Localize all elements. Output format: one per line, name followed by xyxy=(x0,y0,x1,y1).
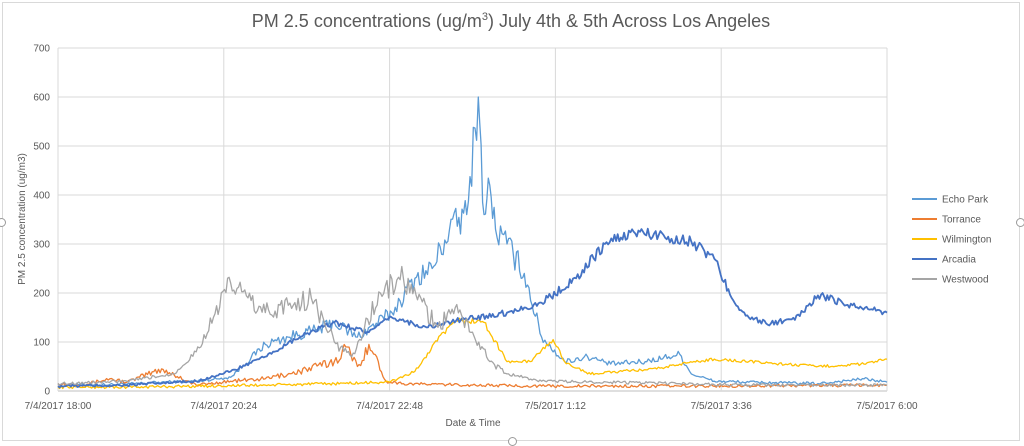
legend-label: Westwood xyxy=(942,275,989,286)
resize-handle-left[interactable] xyxy=(0,218,6,227)
legend-label: Torrance xyxy=(942,215,981,226)
resize-handle-right[interactable] xyxy=(1016,218,1024,227)
y-tick-label: 700 xyxy=(33,44,50,55)
y-tick-label: 300 xyxy=(33,240,50,251)
x-tick-label: 7/4/2017 20:24 xyxy=(190,401,257,412)
legend-label: Wilmington xyxy=(942,235,991,246)
x-tick-label: 7/4/2017 18:00 xyxy=(25,401,92,412)
x-tick-label: 7/5/2017 6:00 xyxy=(856,401,918,412)
y-axis-ticks: 0 100 200 300 400 500 600 700 xyxy=(33,44,50,398)
y-tick-label: 0 xyxy=(44,387,50,398)
legend-label: Echo Park xyxy=(942,195,989,206)
y-tick-label: 200 xyxy=(33,289,50,300)
x-axis-ticks: 7/4/2017 18:00 7/4/2017 20:24 7/4/2017 22:… xyxy=(25,401,918,412)
series-lines xyxy=(57,96,888,390)
series-line-torrance xyxy=(57,343,888,389)
y-tick-label: 600 xyxy=(33,93,50,104)
chart-title: PM 2.5 concentrations (ug/m3) July 4th &… xyxy=(252,11,770,31)
x-tick-label: 7/4/2017 22:48 xyxy=(356,401,423,412)
series-line-arcadia xyxy=(57,227,888,389)
legend: Echo Park Torrance Wilmington Arcadia Westwo… xyxy=(912,195,991,286)
gridlines xyxy=(57,47,888,392)
y-tick-label: 500 xyxy=(33,142,50,153)
x-tick-label: 7/5/2017 3:36 xyxy=(691,401,753,412)
series-line-westwood xyxy=(57,265,888,388)
y-tick-label: 100 xyxy=(33,338,50,349)
y-axis-title: PM 2.5 concentration (ug/m3) xyxy=(17,153,28,285)
y-tick-label: 400 xyxy=(33,191,50,202)
x-axis-title: Date & Time xyxy=(445,418,500,429)
series-line-wilmington xyxy=(57,317,888,390)
chart-frame[interactable] xyxy=(2,2,1020,441)
legend-label: Arcadia xyxy=(942,255,976,266)
x-tick-label: 7/5/2017 1:12 xyxy=(525,401,587,412)
series-line-echo-park xyxy=(57,96,888,387)
